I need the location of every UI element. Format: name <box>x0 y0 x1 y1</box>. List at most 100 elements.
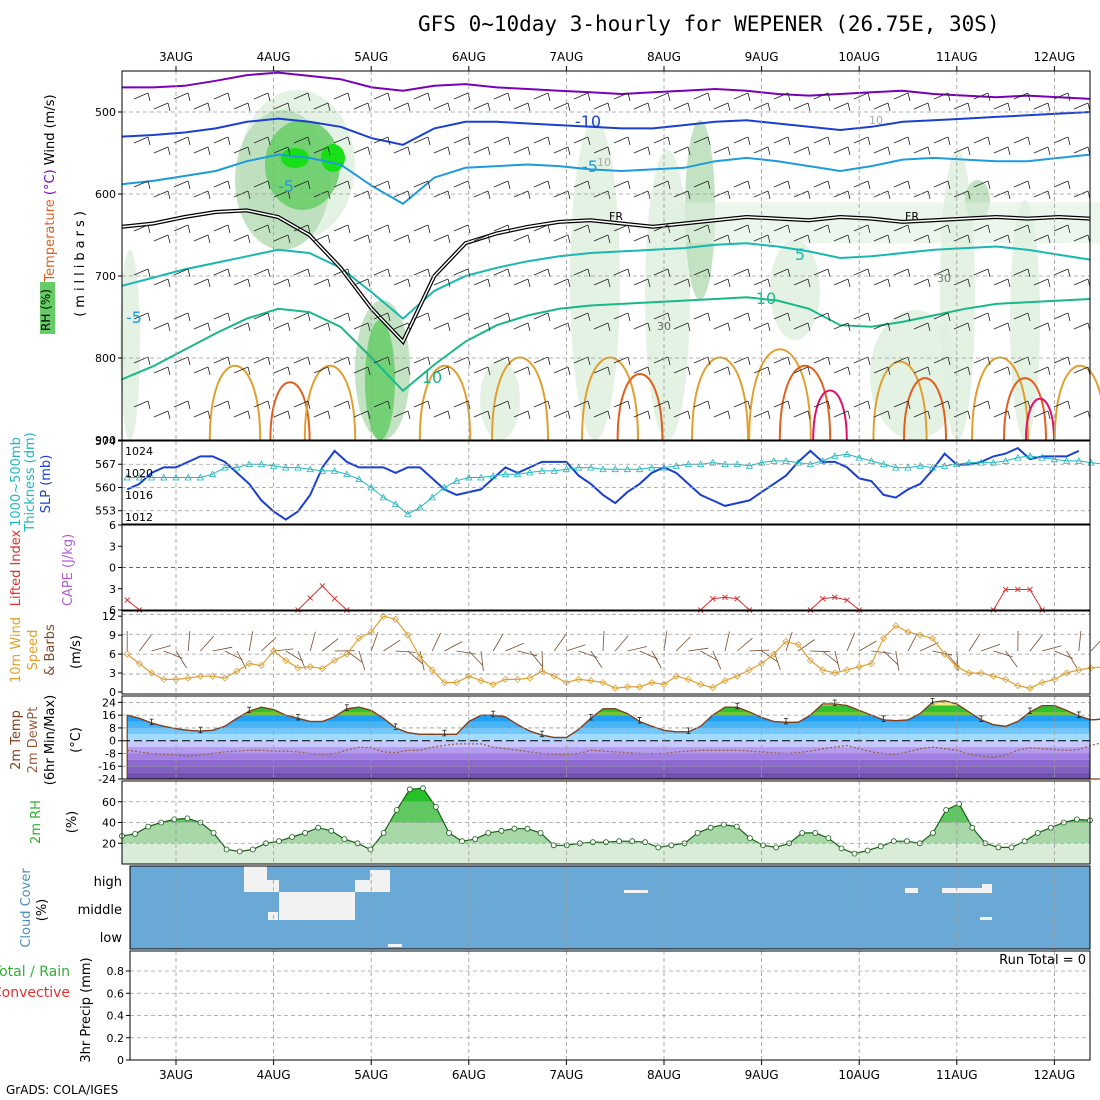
wind10m-barb <box>358 650 366 671</box>
wind-barb <box>493 180 511 190</box>
wind10m-barb <box>907 633 918 652</box>
wind-barb <box>133 224 151 234</box>
rh-shading <box>1010 200 1040 440</box>
wind-barb <box>453 312 471 322</box>
wind-barb <box>553 366 571 376</box>
precip-ylabel-part: 3hr Precip (mm) <box>79 957 94 1062</box>
wind-barb-feather <box>667 400 671 410</box>
wind-barb <box>833 102 851 112</box>
wind-barb <box>793 146 811 156</box>
thickness-point <box>794 458 802 466</box>
wind-barb-staff <box>913 102 929 110</box>
wind-barb-staff <box>1053 268 1069 276</box>
wind-barb <box>613 224 631 234</box>
wind-barb <box>153 410 171 420</box>
wind-barb <box>833 190 851 200</box>
wind-barb-feather <box>587 400 591 410</box>
wind-barb-feather <box>727 322 731 332</box>
wind-barb-staff <box>1033 278 1049 286</box>
wind-barb <box>473 146 491 156</box>
wind-barb <box>613 180 631 190</box>
wind-barb <box>233 322 251 332</box>
y-tick-label: 40 <box>102 817 116 830</box>
wind-barb-feather <box>687 190 691 200</box>
wind10m-point <box>989 672 997 680</box>
rh2m-point <box>550 842 557 849</box>
wind-barb-feather <box>1067 224 1071 234</box>
wind-barb <box>753 366 771 376</box>
wind-barb-staff <box>713 234 729 242</box>
isotherm-line <box>121 242 1091 320</box>
wind-barb <box>373 312 391 322</box>
wind-barb <box>293 268 311 278</box>
wind-barb-staff <box>993 234 1009 242</box>
wind-barb-feather <box>547 312 551 322</box>
wind-barb <box>513 366 531 376</box>
wind-barb-staff <box>753 322 769 330</box>
wind-barb-feather <box>807 102 811 112</box>
wind10m-barb <box>517 650 538 657</box>
x-tick-label: 10AUG <box>838 1068 880 1082</box>
upper-air-ylabel-part: (°C) <box>43 169 58 195</box>
cloud-cell <box>279 892 355 898</box>
wind-barb-feather <box>547 224 551 234</box>
wind-barb-feather <box>927 234 931 244</box>
wind10m-point <box>123 650 131 658</box>
wind-barb-staff <box>673 278 689 286</box>
rh2m-point <box>485 830 492 836</box>
wind-barb-feather <box>567 102 571 112</box>
wind-barb-staff <box>913 322 929 330</box>
wind-barb-feather <box>887 278 891 288</box>
wind-barb-feather <box>487 190 491 200</box>
wind-barb-feather <box>747 400 751 410</box>
wind-barb-feather <box>667 312 671 322</box>
wind-barb-feather <box>347 224 351 234</box>
thickness-point <box>233 463 241 471</box>
wind-barb-staff <box>393 234 409 242</box>
wind-barb-feather <box>967 410 971 420</box>
wind-barb-feather <box>527 102 531 112</box>
wind-barb-feather <box>1047 322 1051 332</box>
wind10m-barb <box>1029 634 1043 652</box>
wind-barb-feather <box>167 146 171 156</box>
wind10m-barb <box>431 632 442 652</box>
wind-barb-staff <box>673 234 689 242</box>
wind-barb-staff <box>633 102 649 110</box>
wind-barb-feather <box>327 234 331 244</box>
wind-barb <box>753 190 771 200</box>
wind-barb-feather <box>1047 146 1051 156</box>
wind-barb-feather <box>747 312 751 322</box>
wind-barb <box>233 234 251 244</box>
wind-barb <box>693 224 711 234</box>
rh2m-point <box>930 830 936 836</box>
rh2m-point <box>1008 844 1015 851</box>
wind-barb-staff <box>693 268 709 276</box>
wind-barb-feather <box>907 180 911 190</box>
wind-barb-staff <box>1073 366 1089 374</box>
wind-barb-staff <box>633 234 649 242</box>
wind-barb <box>433 234 451 244</box>
wind-barb <box>253 312 271 322</box>
wind-barb-feather <box>747 92 751 102</box>
wind-barb-staff <box>273 278 289 286</box>
wind-barb-staff <box>813 92 829 100</box>
wind-barb-staff <box>713 366 729 374</box>
wind-barb-staff <box>333 400 349 408</box>
wind-barb-staff <box>393 366 409 374</box>
wind-barb-feather <box>707 224 711 234</box>
wind-barb-feather <box>507 92 511 102</box>
wind-barb-staff <box>253 312 269 320</box>
wind10m-point <box>550 672 558 680</box>
wind10m-barb <box>1005 650 1018 668</box>
wind-barb-feather <box>247 146 251 156</box>
wind-barb <box>133 136 151 146</box>
wind-barb-staff <box>153 102 169 110</box>
wind-barb-feather <box>967 190 971 200</box>
wind-barb <box>453 400 471 410</box>
wind-barb-staff <box>553 102 569 110</box>
wind-barb-staff <box>773 92 789 100</box>
wind-barb <box>833 366 851 376</box>
wind-barb-feather <box>847 410 851 420</box>
wind-barb-feather <box>327 366 331 376</box>
wind-barb-staff <box>1073 278 1089 286</box>
